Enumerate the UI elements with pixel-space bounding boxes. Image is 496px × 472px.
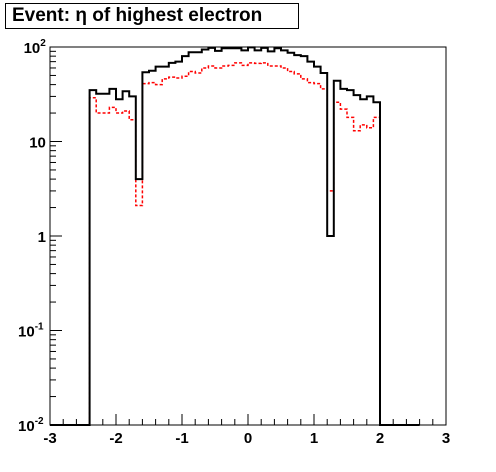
x-tick-label: 0 <box>244 430 252 447</box>
y-tick-exponent: 2 <box>40 38 46 49</box>
y-tick-label: 10-1 <box>18 322 44 341</box>
y-tick-base: 10 <box>29 135 46 152</box>
x-tick-label: 3 <box>442 430 450 447</box>
y-tick-exponent: -2 <box>35 416 44 427</box>
x-tick-label: 1 <box>310 430 318 447</box>
x-tick-label: -1 <box>175 430 188 447</box>
y-tick-base: 10 <box>18 324 35 341</box>
y-tick-label: 10-2 <box>18 416 44 435</box>
y-tick-base: 10 <box>24 40 41 57</box>
x-axis: -3 -2 -1 0 1 2 3 <box>43 414 450 447</box>
y-tick-exponent: -1 <box>35 322 44 333</box>
plot-frame <box>49 46 447 426</box>
y-tick-base: 10 <box>18 418 35 435</box>
y-tick-label: 1 <box>38 229 46 246</box>
series-line-black <box>50 46 420 426</box>
y-tick-label: 102 <box>24 38 47 57</box>
x-tick-label: 2 <box>376 430 384 447</box>
x-tick-label: -3 <box>43 430 56 447</box>
y-tick-label: 10 <box>29 135 46 152</box>
y-tick-base: 1 <box>38 229 46 246</box>
x-tick-label: -2 <box>109 430 122 447</box>
series-group <box>50 46 420 426</box>
series-line-red-dashed <box>50 62 420 426</box>
chart-title: Event: η of highest electron <box>5 3 299 29</box>
